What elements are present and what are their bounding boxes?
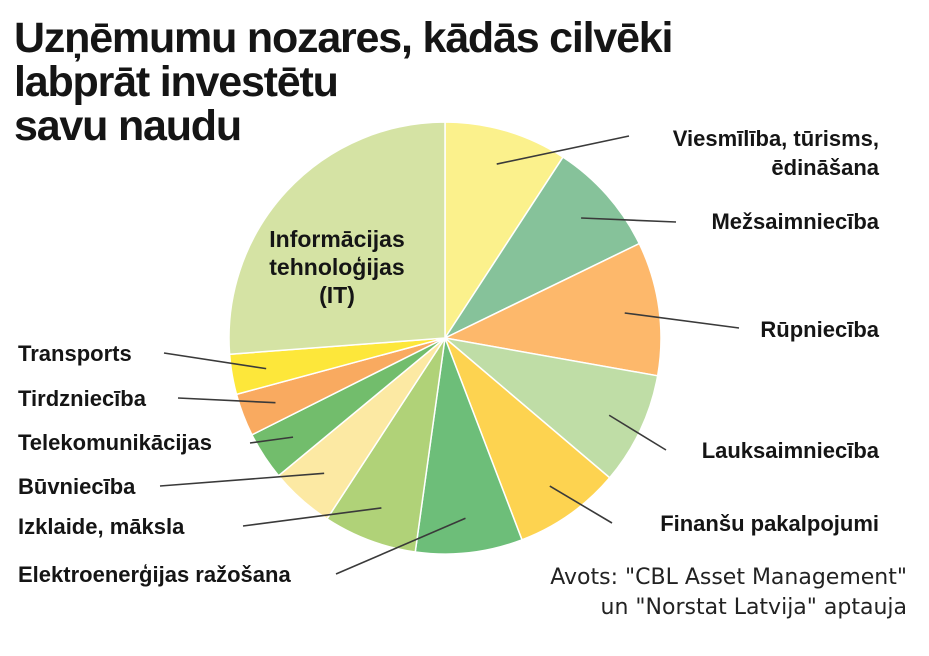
slice-label: Rūpniecība [760,317,879,342]
chart-title: Uzņēmumu nozares, kādās cilvēki labprāt … [14,16,774,148]
leader-line [581,217,677,223]
pie-slice [444,121,565,341]
source-line-2: un "Norstat Latvija" aptauja [600,595,907,620]
pie-slice [442,336,659,479]
pie-slice [228,121,446,356]
title-line-2: labprāt investētu [14,58,339,106]
slice-label: Informācijas tehnoloģijas (IT) [269,226,405,308]
leader-line [242,507,382,527]
pie-slice [444,337,611,541]
leader-line [177,397,276,404]
source-note: Avots: "CBL Asset Management" un "Norsta… [550,563,907,623]
slice-label: Elektroenerģijas ražošana [18,562,291,587]
slice-label: Izklaide, māksla [18,514,185,539]
leader-line [159,472,325,487]
slice-label: Lauksaimniecība [702,438,880,463]
slice-label: Būvniecība [18,474,136,499]
leader-line [624,312,740,329]
leader-line [608,414,667,451]
leader-line [335,517,466,575]
source-line-1: Avots: "CBL Asset Management" [550,565,907,590]
slice-label: Transports [18,341,132,366]
slice-label: Mežsaimniecība [711,209,879,234]
slice-label: Telekomunikācijas [18,430,212,455]
slice-label: Viesmīlība, tūrisms, ēdināšana [673,126,880,180]
leader-line [549,485,613,524]
pie-slice [442,242,662,377]
leader-line [249,436,294,444]
title-line-1: Uzņēmumu nozares, kādās cilvēki [14,14,673,62]
slice-label: Tirdzniecība [18,386,147,411]
leader-line [496,135,630,165]
leader-line [163,352,267,370]
slice-label: Finanšu pakalpojumi [660,511,879,536]
pie-slice [414,337,523,555]
title-line-3: savu naudu [14,102,242,150]
pie-slice [442,156,641,340]
